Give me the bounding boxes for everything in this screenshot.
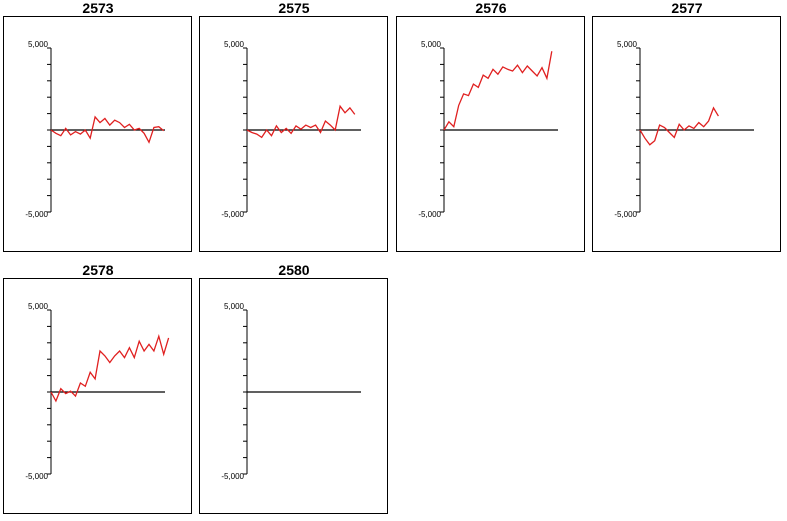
y-tick-label: 5,000 xyxy=(28,40,49,49)
y-tick-label: 5,000 xyxy=(224,40,245,49)
panel-title: 2577 xyxy=(671,0,703,16)
plot-area: 5,000 -5,000 xyxy=(3,278,192,514)
y-tick-label: 5,000 xyxy=(617,40,638,49)
plot-area: 5,000 -5,000 xyxy=(3,16,192,252)
panel-title: 2576 xyxy=(475,0,507,16)
series-line xyxy=(639,106,719,146)
y-tick-label: -5,000 xyxy=(418,210,441,219)
plot-area: 5,000 -5,000 xyxy=(199,278,388,514)
line-chart: 5,000 -5,000 xyxy=(25,302,170,481)
line-chart: 5,000 -5,000 xyxy=(614,40,754,219)
panel-title: 2573 xyxy=(82,0,114,16)
line-chart: 5,000 -5,000 xyxy=(25,40,165,219)
panel-title: 2578 xyxy=(82,262,114,278)
y-tick-label: -5,000 xyxy=(614,210,637,219)
series-line xyxy=(443,51,553,131)
panel-title: 2580 xyxy=(278,262,310,278)
y-tick-label: -5,000 xyxy=(25,472,48,481)
plot-area: 5,000 -5,000 xyxy=(199,16,388,252)
y-tick-label: -5,000 xyxy=(25,210,48,219)
line-chart: 5,000 -5,000 xyxy=(221,302,361,481)
y-tick-label: 5,000 xyxy=(421,40,442,49)
y-tick-label: -5,000 xyxy=(221,472,244,481)
line-chart: 5,000 -5,000 xyxy=(221,40,361,219)
plot-area: 5,000 -5,000 xyxy=(396,16,585,252)
panel-title: 2575 xyxy=(278,0,310,16)
series-line xyxy=(50,333,170,403)
series-line xyxy=(50,115,165,144)
y-tick-label: 5,000 xyxy=(28,302,49,311)
series-line xyxy=(246,104,356,139)
y-tick-label: -5,000 xyxy=(221,210,244,219)
line-chart: 5,000 -5,000 xyxy=(418,40,558,219)
y-tick-label: 5,000 xyxy=(224,302,245,311)
plot-area: 5,000 -5,000 xyxy=(592,16,781,252)
